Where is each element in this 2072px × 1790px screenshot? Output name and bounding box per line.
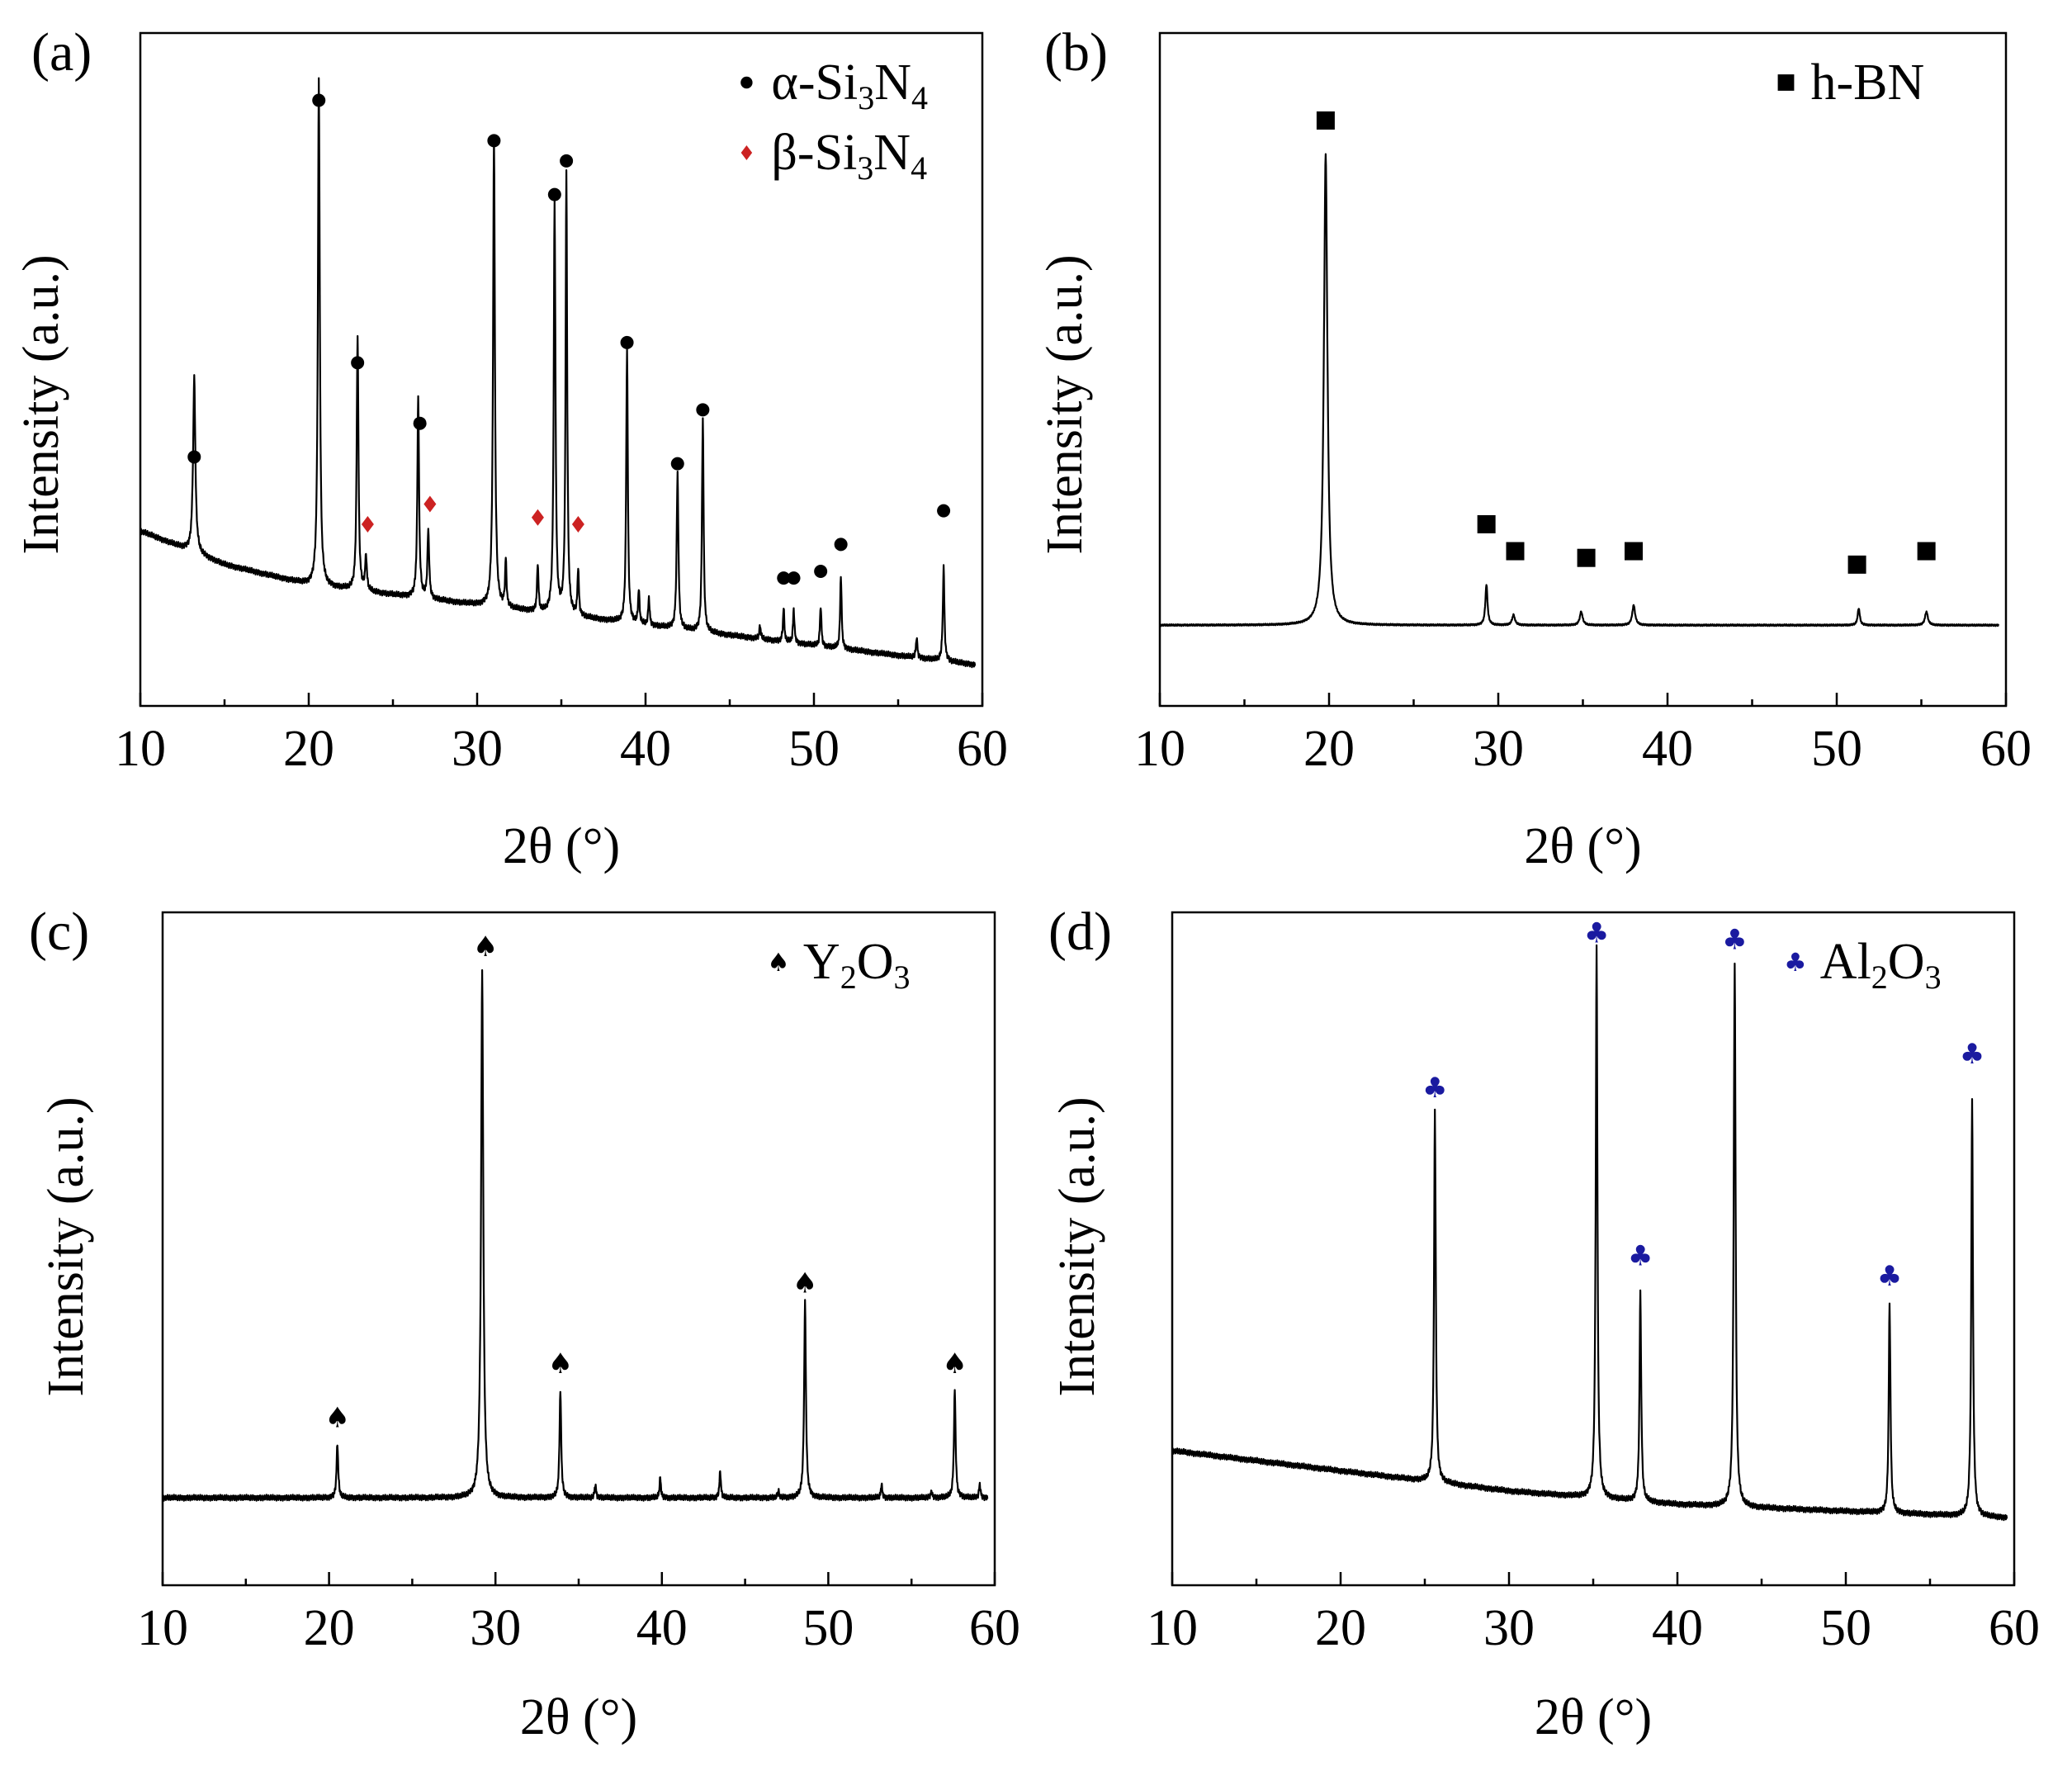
peak-marker-circle: [312, 93, 326, 107]
peak-marker-club: ♣: [1584, 916, 1609, 949]
peak-marker-square: [1477, 514, 1496, 533]
xrd-pattern-line: [1159, 153, 2000, 627]
legend-marker-square: [1777, 74, 1795, 91]
peak-marker-spade: ♠: [473, 931, 498, 964]
peak-marker-club: ♣: [1960, 1038, 1984, 1071]
peak-marker-club: ♣: [1628, 1240, 1653, 1273]
x-tick-label: 60: [957, 721, 1008, 777]
legend-marker-diamond: [740, 145, 753, 160]
peak-marker-circle: [187, 450, 201, 464]
legend-marker-spade: ♠: [767, 949, 789, 978]
plot-frame: [161, 911, 996, 1587]
x-tick-label: 40: [636, 1600, 688, 1656]
panel-label: (c): [29, 902, 89, 962]
peak-marker-circle: [487, 134, 501, 148]
x-tick-label: 20: [1315, 1600, 1366, 1656]
peak-marker-circle: [560, 154, 574, 168]
peak-marker-circle: [351, 356, 365, 370]
legend-marker-circle: [740, 76, 753, 89]
x-tick-label: 50: [802, 1600, 854, 1656]
y-axis-label: Intensity (a.u.): [13, 254, 69, 554]
panel-d: 10 20 30 40 50 60 2θ (°) Intensity (a.u.) (d) ♣ ♣ ♣…: [1048, 902, 2040, 1745]
xrd-pattern-line: [139, 77, 977, 669]
legend-entry: α-Si3N4: [771, 54, 928, 116]
peak-marker-square: [1577, 548, 1596, 567]
peak-marker-spade: ♠: [548, 1347, 573, 1380]
x-axis-label: 2θ (°): [1535, 1689, 1652, 1745]
peak-marker-circle: [413, 416, 427, 430]
peak-marker-club: ♣: [1422, 1072, 1447, 1105]
peak-marker-square: [1917, 542, 1936, 561]
peak-marker-circle: [937, 504, 951, 518]
x-tick-label: 10: [1134, 721, 1185, 777]
peak-marker-circle: [777, 571, 791, 585]
x-tick-label: 10: [137, 1600, 188, 1656]
peak-marker-diamond: [571, 515, 584, 533]
panel-label: (a): [31, 22, 92, 83]
x-tick-label: 40: [620, 721, 671, 777]
panel-label: (b): [1044, 22, 1108, 83]
x-tick-label: 30: [1473, 721, 1524, 777]
x-tick-label: 30: [470, 1600, 521, 1656]
legend-entry: h-BN: [1811, 54, 1925, 111]
x-tick-label: 50: [1820, 1600, 1871, 1656]
x-tick-label: 10: [115, 721, 166, 777]
peak-marker-square: [1506, 542, 1525, 561]
panel-b: 10 20 30 40 50 60 2θ (°) Intensity (a.u.) (b) h-B…: [1037, 22, 2032, 874]
peak-marker-square: [1847, 555, 1866, 574]
legend-entry: β-Si3N4: [771, 125, 927, 187]
x-tick-label: 60: [1980, 721, 2032, 777]
panel-c: 10 20 30 40 50 60 2θ (°) Intensity (a.u.) (c) ♠ ♠ ♠…: [29, 902, 1020, 1745]
x-tick-label: 20: [1303, 721, 1355, 777]
x-tick-label: 20: [304, 1600, 355, 1656]
peak-marker-circle: [696, 403, 710, 417]
peak-marker-diamond: [531, 509, 544, 526]
peak-marker-club: ♣: [1877, 1260, 1902, 1293]
peak-marker-circle: [620, 335, 634, 349]
x-tick-label: 60: [969, 1600, 1020, 1656]
x-axis-label: 2θ (°): [503, 818, 620, 874]
peak-marker-club: ♣: [1722, 924, 1747, 957]
peak-marker-square: [1316, 111, 1335, 130]
peak-marker-diamond: [423, 495, 437, 513]
x-tick-label: 40: [1642, 721, 1693, 777]
peak-marker-diamond: [361, 515, 374, 533]
y-axis-label: Intensity (a.u.): [1049, 1096, 1105, 1396]
peak-marker-circle: [787, 571, 801, 585]
x-tick-label: 20: [283, 721, 334, 777]
legend-entry: Y2O3: [803, 934, 911, 996]
peak-marker-circle: [670, 457, 684, 471]
xrd-pattern-line: [1171, 944, 2008, 1522]
panel-label: (d): [1048, 902, 1112, 962]
plot-frame: [1158, 31, 2008, 708]
x-axis-label: 2θ (°): [1524, 818, 1641, 874]
peak-marker-circle: [547, 187, 561, 201]
y-axis-label: Intensity (a.u.): [38, 1096, 94, 1396]
peak-marker-spade: ♠: [324, 1401, 349, 1434]
x-tick-label: 60: [1989, 1600, 2040, 1656]
panel-a: 10 20 30 40 50 60 2θ (°) Intensity (a.u.) (a) α-S…: [13, 22, 1008, 874]
peak-marker-circle: [814, 565, 828, 578]
xrd-pattern-line: [161, 968, 989, 1502]
x-tick-label: 30: [1483, 1600, 1535, 1656]
y-axis-label: Intensity (a.u.): [1037, 254, 1093, 554]
x-tick-label: 50: [1811, 721, 1862, 777]
legend-marker-club: ♣: [1784, 949, 1806, 978]
legend-entry: Al2O3: [1820, 934, 1942, 996]
x-tick-label: 10: [1147, 1600, 1198, 1656]
peak-marker-spade: ♠: [792, 1267, 817, 1300]
peak-marker-square: [1625, 542, 1643, 561]
peak-marker-spade: ♠: [942, 1347, 967, 1380]
x-tick-label: 50: [788, 721, 840, 777]
x-tick-label: 30: [452, 721, 503, 777]
x-axis-label: 2θ (°): [520, 1689, 637, 1745]
peak-marker-circle: [834, 537, 848, 552]
x-tick-label: 40: [1652, 1600, 1703, 1656]
